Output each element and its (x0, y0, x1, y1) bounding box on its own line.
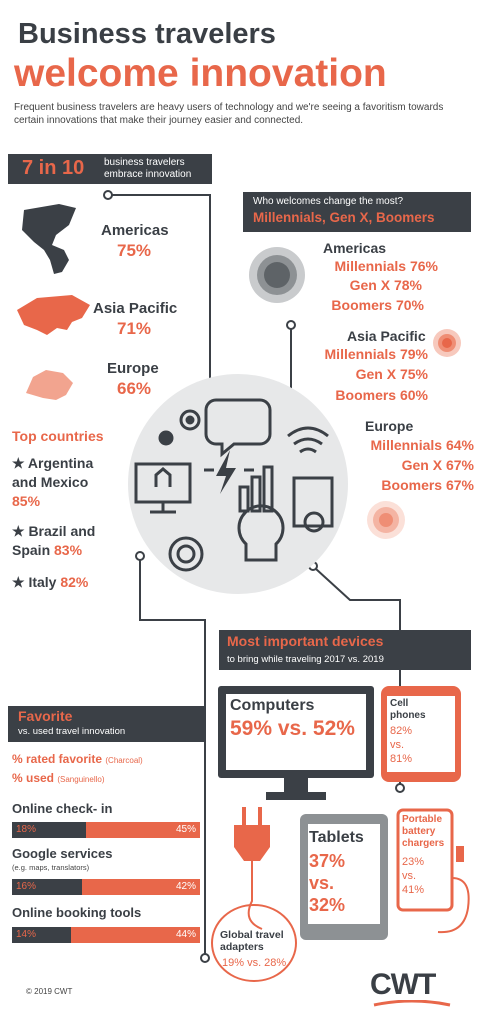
tablets-value: 37% vs. 32% (309, 851, 346, 915)
cell-phone-icon (381, 686, 461, 782)
cat-google-services-sub: (e.g. maps, translators) (12, 863, 90, 872)
copyright: © 2019 CWT (26, 987, 73, 996)
country-italy: ★ Italy 82% (12, 574, 89, 590)
americas-map-icon (22, 204, 76, 274)
bar-favorite-online-checkin (12, 822, 86, 838)
favorite-subheading: vs. used travel innovation (18, 726, 126, 737)
region-name-asia: Asia Pacific (93, 300, 178, 317)
computer-icon (218, 686, 374, 800)
cat-online-booking: Online booking tools (12, 905, 142, 920)
bar-favorite-label: 16% (16, 881, 37, 892)
who-europe-genx: Gen X 67% (401, 457, 474, 473)
bar-favorite-google-services (12, 879, 82, 895)
page-title: Business travelers (18, 18, 276, 50)
who-banner: Who welcomes change the most? Millennial… (243, 192, 471, 232)
favorite-banner: Favorite vs. used travel innovation (8, 706, 204, 742)
who-asia-boomers: Boomers 60% (335, 387, 428, 403)
bar-google-services: 16% 42% (12, 879, 200, 895)
region-name-europe: Europe (107, 360, 159, 377)
computers-label: Computers (230, 697, 315, 714)
intro-text: Frequent business travelers are heavy us… (14, 102, 444, 126)
adapters-label: Global travel adapters (220, 929, 284, 953)
who-asia-genx: Gen X 75% (355, 366, 428, 382)
battery-charger-icon (396, 808, 470, 934)
devices-heading: Most important devices (227, 633, 384, 649)
who-question: Who welcomes change the most? (253, 196, 404, 207)
americas-circle-icon (249, 247, 305, 303)
travel-adapter-icon (211, 807, 297, 982)
who-asia-millennials: Millennials 79% (324, 346, 428, 362)
tablet-icon (300, 814, 388, 940)
tablets-label: Tablets (309, 829, 364, 846)
who-americas-name: Americas (323, 240, 387, 256)
bar-used-label: 45% (175, 824, 196, 835)
page-title-highlight: welcome innovation (14, 52, 387, 95)
bar-used-label: 44% (175, 929, 196, 940)
embrace-stat: 7 in 10 (22, 157, 85, 179)
country-brazil-spain: ★ Brazil and Spain 83% (12, 523, 96, 558)
bar-favorite-online-booking (12, 927, 71, 943)
devices-banner: Most important devices to bring while tr… (219, 630, 471, 670)
innovation-icons-cluster (128, 374, 348, 594)
bar-favorite-label: 14% (16, 929, 37, 940)
asia-pacific-map-icon (17, 295, 90, 335)
region-name-americas: Americas (101, 222, 169, 239)
legend-rated-favorite: % rated favorite (Charcoal) (12, 752, 143, 766)
europe-map-icon (26, 370, 73, 400)
who-americas-millennials: Millennials 76% (334, 258, 438, 274)
cell-phones-label: Cell phones (390, 698, 426, 721)
battery-value: 23% vs. 41% (402, 856, 425, 896)
bar-online-checkin: 18% 45% (12, 822, 200, 838)
country-argentina-mexico: ★ Argentina and Mexico 85% (12, 455, 94, 509)
legend-used: % used (Sanguinello) (12, 771, 105, 785)
bar-online-booking: 14% 44% (12, 927, 200, 943)
adapters-value: 19% vs. 28% (222, 957, 287, 969)
who-europe-boomers: Boomers 67% (381, 477, 474, 493)
favorite-heading: Favorite (18, 708, 73, 724)
who-europe-millennials: Millennials 64% (370, 437, 474, 453)
bar-favorite-label: 18% (16, 824, 37, 835)
battery-label: Portable battery chargers (402, 814, 445, 849)
logo-swoosh-icon (373, 1000, 451, 1007)
bar-used-label: 42% (175, 881, 196, 892)
who-europe-name: Europe (365, 418, 414, 434)
region-pct-americas: 75% (117, 241, 152, 260)
who-americas-boomers: Boomers 70% (331, 297, 424, 313)
asia-circle-icon (433, 329, 461, 357)
region-pct-europe: 66% (117, 379, 152, 398)
who-asia-name: Asia Pacific (347, 328, 426, 344)
cat-online-checkin: Online check- in (12, 801, 113, 816)
computers-value: 59% vs. 52% (230, 717, 355, 740)
region-pct-asia: 71% (117, 319, 152, 338)
cat-google-services: Google services (12, 846, 113, 861)
cwt-logo: CWT (370, 968, 436, 1001)
cell-phones-value: 82% vs. 81% (390, 725, 413, 765)
who-groups: Millennials, Gen X, Boomers (253, 210, 435, 225)
who-americas-genx: Gen X 78% (349, 277, 422, 293)
devices-subheading: to bring while traveling 2017 vs. 2019 (227, 654, 384, 665)
europe-circle-icon (367, 501, 405, 539)
embrace-text: business travelers embrace innovation (104, 157, 192, 180)
top-countries-heading: Top countries (12, 428, 104, 444)
embrace-banner: 7 in 10 business travelers embrace innova… (8, 154, 212, 184)
